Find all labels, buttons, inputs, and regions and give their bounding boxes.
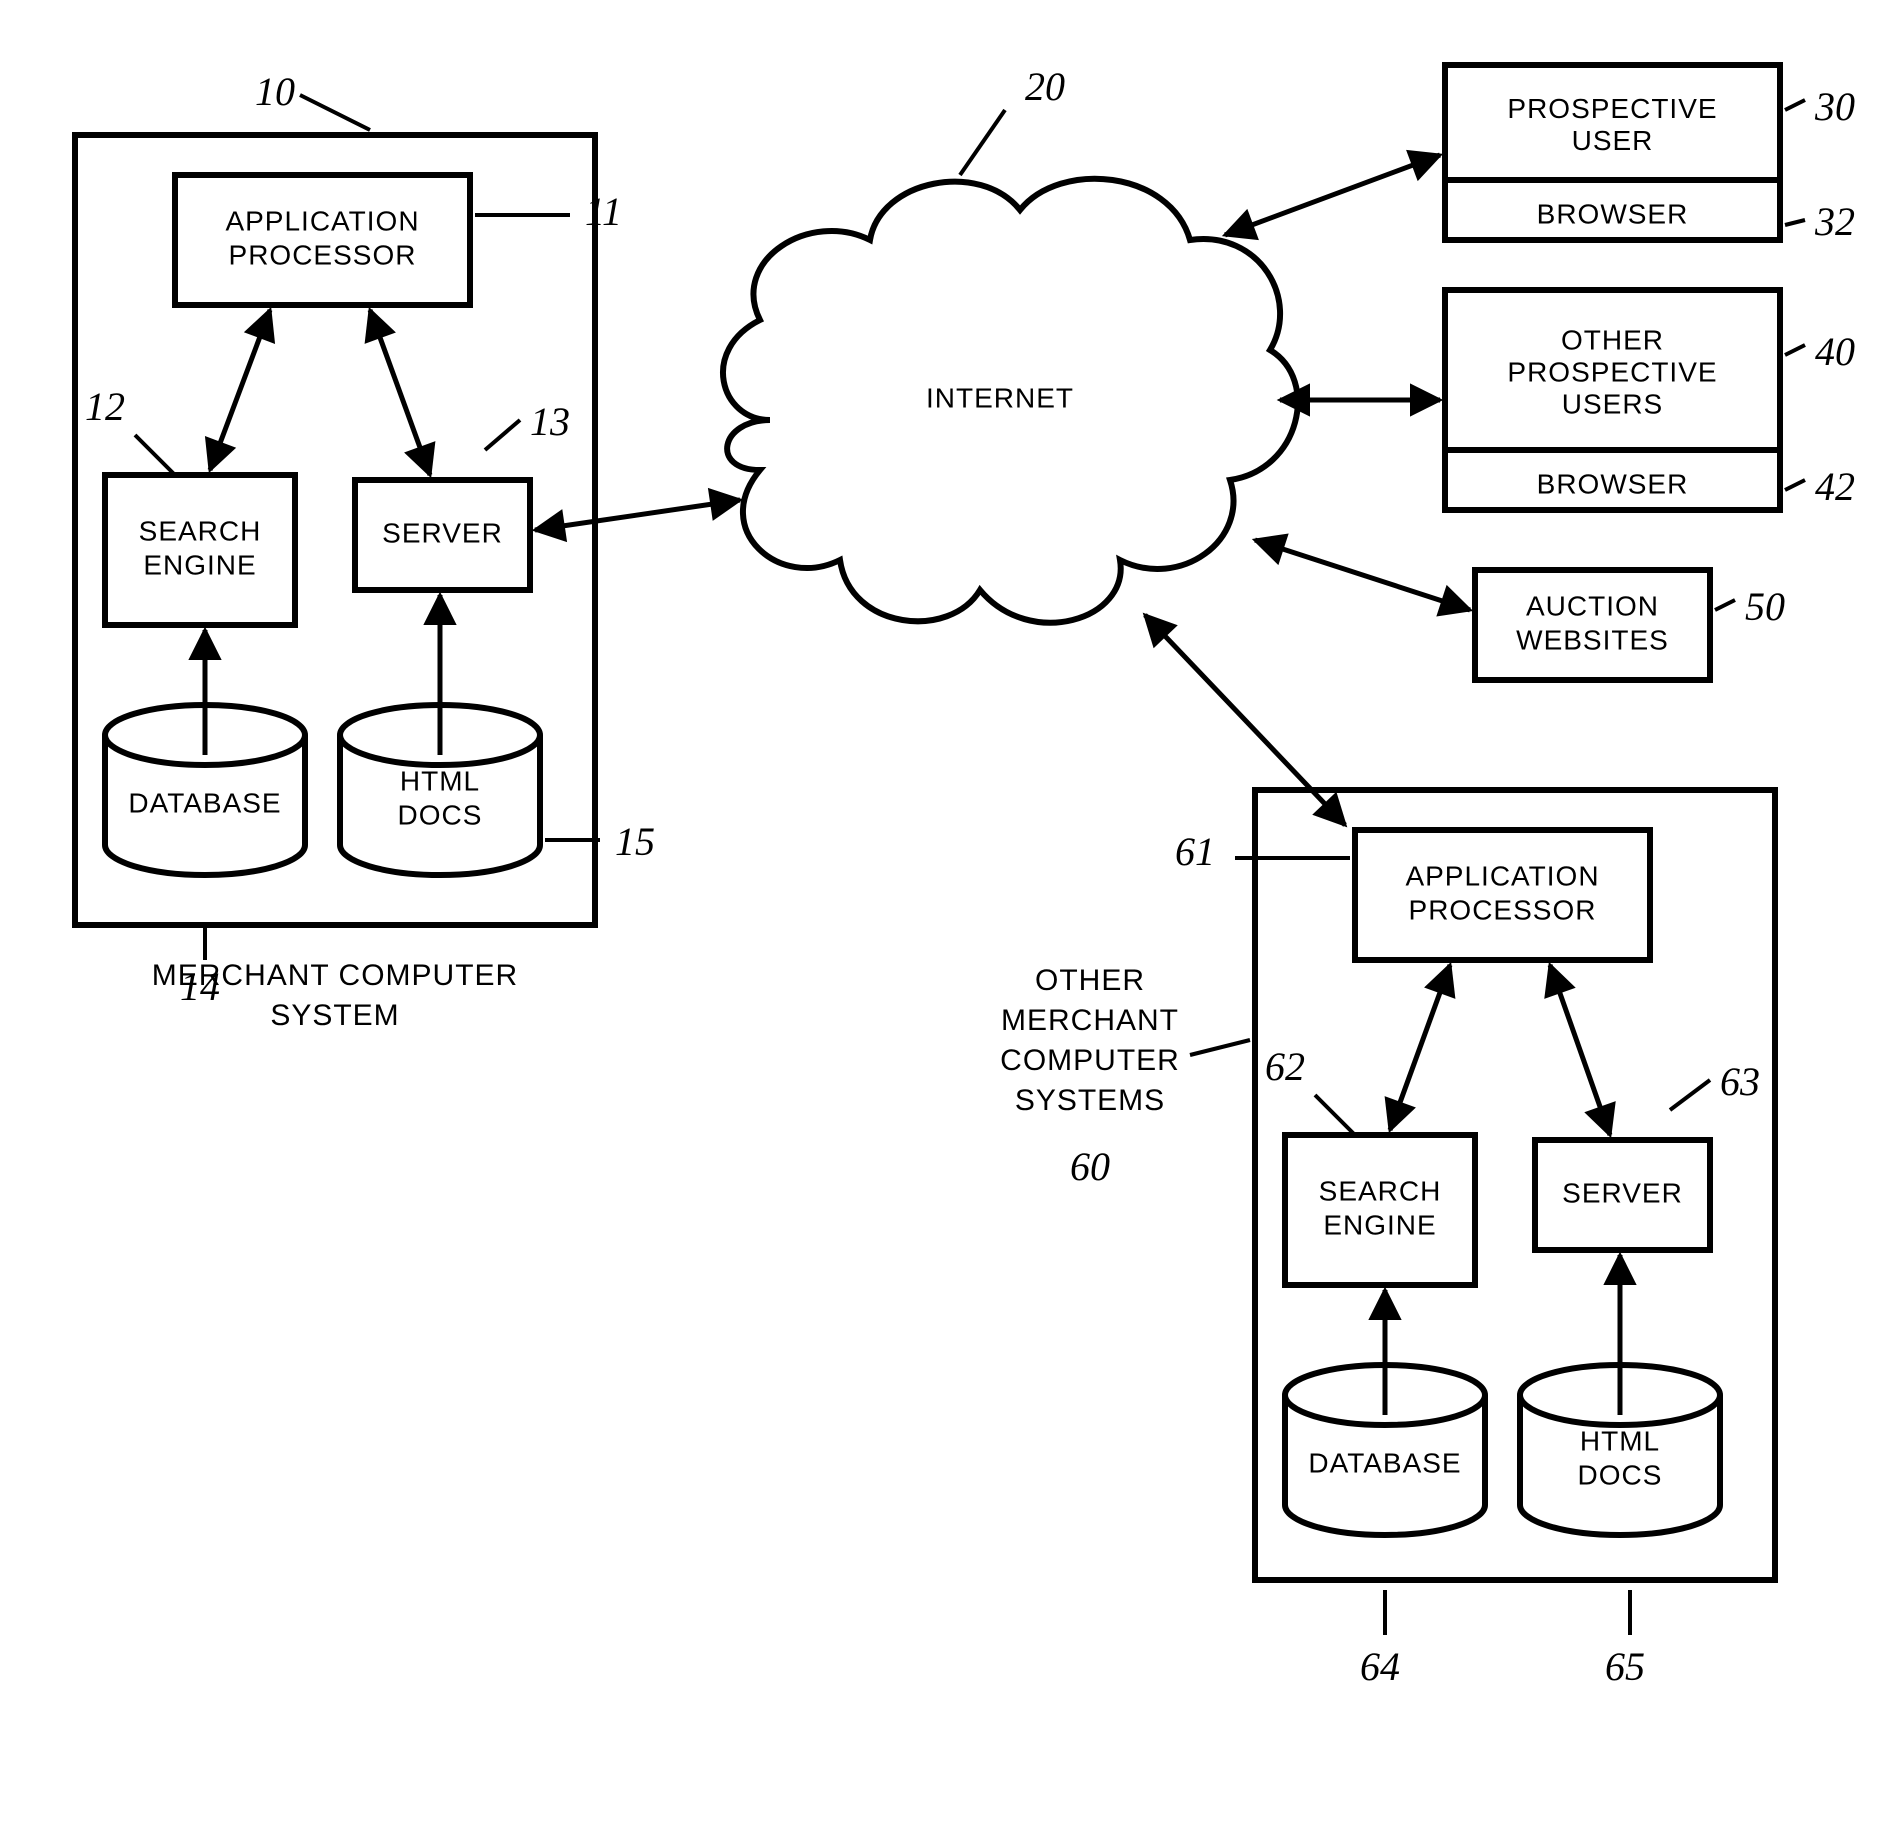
lead-63 [1670,1080,1710,1110]
ref-65: 65 [1605,1644,1645,1689]
m2-app-processor-label-1: PROCESSOR [1409,894,1597,925]
m1-htmldocs-label-1: DOCS [398,799,483,830]
ref-10: 10 [255,69,295,114]
m2-search-engine-label-0: SEARCH [1319,1175,1442,1206]
lead-10 [300,95,370,130]
merchant-2-caption-3: SYSTEMS [1015,1084,1165,1117]
auction-websites-label-1: WEBSITES [1516,624,1669,655]
prospective-user-top-0: PROSPECTIVE [1507,93,1717,124]
other-prospective-users-top-2: USERS [1562,388,1663,419]
m2-server-label-0: SERVER [1562,1177,1683,1208]
system-diagram: INTERNET 20 MERCHANT COMPUTER SYSTEM 10 A… [0,0,1902,1846]
arrow-cloud-auction [1255,540,1470,610]
m2-app-processor-label-0: APPLICATION [1405,860,1599,891]
arrow-m2-app-server [1550,965,1610,1135]
arrow-m1-app-server [370,310,430,475]
m2-database-label: DATABASE [1308,1447,1461,1478]
ref-60: 60 [1070,1144,1110,1189]
ref-50: 50 [1745,584,1785,629]
merchant-1-caption-2: SYSTEM [270,999,399,1032]
m1-search-engine-label-0: SEARCH [139,515,262,546]
lead-50 [1715,600,1735,610]
lead-20 [960,110,1005,175]
prospective-user-top-1: USER [1572,125,1654,156]
arrow-cloud-user1 [1225,155,1440,235]
m1-search-engine-label-1: ENGINE [143,549,256,580]
lead-12 [135,435,175,475]
arrow-cloud-m2 [1145,615,1345,825]
auction-websites-label-0: AUCTION [1526,590,1659,621]
lead-30 [1785,100,1805,110]
m1-database-label: DATABASE [128,787,281,818]
lead-42 [1785,480,1805,490]
prospective-user-bottom: BROWSER [1537,198,1689,229]
ref-61: 61 [1175,829,1215,874]
other-prospective-users-top-0: OTHER [1561,324,1664,355]
ref-42: 42 [1815,464,1855,509]
ref-63: 63 [1720,1059,1760,1104]
internet-label: INTERNET [926,382,1074,413]
ref-20: 20 [1025,64,1065,109]
other-prospective-users-top-1: PROSPECTIVE [1507,356,1717,387]
ref-62: 62 [1265,1044,1305,1089]
m1-server-label-0: SERVER [382,517,503,548]
arrow-m1-app-search [210,310,270,470]
internet-cloud: INTERNET [723,179,1298,623]
m1-app-processor-label-1: PROCESSOR [229,239,417,270]
ref-64: 64 [1360,1644,1400,1689]
merchant-2-caption-0: OTHER [1035,964,1145,997]
ref-13: 13 [530,399,570,444]
ref-40: 40 [1815,329,1855,374]
m2-search-engine-label-1: ENGINE [1323,1209,1436,1240]
m2-htmldocs-label-0: HTML [1580,1425,1660,1456]
arrow-m2-app-search [1390,965,1450,1130]
m1-app-processor-label-0: APPLICATION [225,205,419,236]
lead-13 [485,420,520,450]
ref-32: 32 [1814,199,1855,244]
lead-62 [1315,1095,1355,1135]
ref-11: 11 [585,189,622,234]
ref-30: 30 [1814,84,1855,129]
lead-40 [1785,345,1805,355]
merchant-2-caption-2: COMPUTER [1000,1044,1180,1077]
ref-14: 14 [180,964,220,1009]
ref-15: 15 [615,819,655,864]
lead-32 [1785,220,1805,225]
m2-htmldocs-label-1: DOCS [1578,1459,1663,1490]
ref-12: 12 [85,384,125,429]
m1-htmldocs-label-0: HTML [400,765,480,796]
other-prospective-users-bottom: BROWSER [1537,468,1689,499]
arrow-m1-server-cloud [535,500,740,530]
merchant-2-caption-1: MERCHANT [1001,1004,1179,1037]
lead-60 [1190,1040,1250,1055]
